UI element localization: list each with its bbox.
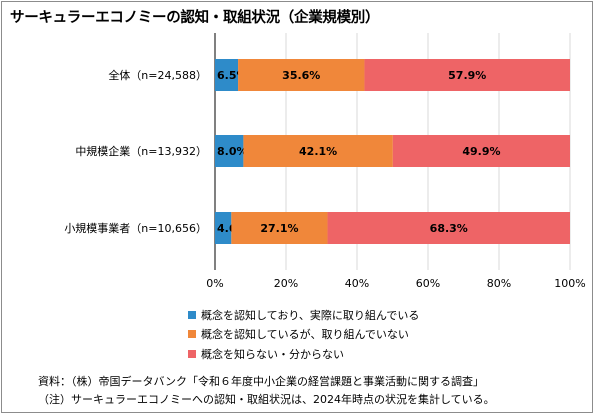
data-label: 27.1%: [260, 222, 298, 235]
bar-segment: [364, 59, 570, 91]
bar-segment: [215, 212, 232, 244]
legend-item-aware: 概念を認知しているが、取り組んでいない: [188, 325, 419, 345]
bar-segment: [243, 135, 393, 167]
legend-label-unaware: 概念を知らない・分からない: [201, 347, 344, 361]
data-label: 68.3%: [430, 222, 468, 235]
bar-segment: [231, 212, 328, 244]
x-tick-label: 80%: [487, 277, 511, 290]
legend-item-engaged: 概念を認知しており、実際に取り組んでいる: [188, 305, 419, 325]
legend: 概念を認知しており、実際に取り組んでいる 概念を認知しているが、取り組んでいない…: [188, 305, 419, 364]
legend-swatch-aware: [188, 330, 196, 339]
x-tick-label: 100%: [554, 277, 585, 290]
bar-segment: [238, 59, 365, 91]
bar-chart: 0% 20% 40% 60% 80% 100%全体（n=24,588） 6.5% 35.6% 5…: [64, 33, 586, 290]
category-label: 全体（n=24,588）: [108, 68, 207, 82]
data-label: 42.1%: [299, 145, 337, 158]
x-tick-label: 60%: [416, 277, 440, 290]
x-tick-label: 20%: [274, 277, 298, 290]
legend-item-unaware: 概念を知らない・分からない: [188, 344, 419, 364]
bar-segment: [392, 135, 570, 167]
data-label: 49.9%: [462, 145, 500, 158]
legend-label-aware: 概念を認知しているが、取り組んでいない: [201, 328, 409, 342]
footnote: （注）サーキュラーエコノミーへの認知・取組状況は、2024年時点の状況を集計して…: [38, 393, 495, 406]
category-label: 小規模事業者（n=10,656）: [64, 221, 207, 235]
category-label: 中規模企業（n=13,932）: [75, 144, 207, 158]
x-tick-label: 0%: [206, 277, 223, 290]
data-label: 35.6%: [282, 69, 320, 82]
data-label: 57.9%: [448, 69, 486, 82]
source-note: 資料：（株）帝国データバンク「令和６年度中小企業の経営課題と事業活動に関する調査…: [38, 375, 485, 388]
data-label: 8.0%: [217, 145, 248, 158]
legend-swatch-unaware: [188, 349, 196, 358]
chart-title: サーキュラーエコノミーの認知・取組状況（企業規模別）: [10, 10, 380, 26]
bar-segment: [215, 135, 244, 167]
bar-segment: [215, 59, 239, 91]
notes: 資料：（株）帝国データバンク「令和６年度中小企業の経営課題と事業活動に関する調査…: [38, 373, 495, 409]
bar-segment: [327, 212, 570, 244]
legend-swatch-engaged: [188, 310, 196, 319]
legend-label-engaged: 概念を認知しており、実際に取り組んでいる: [201, 308, 420, 322]
x-tick-label: 40%: [345, 277, 369, 290]
